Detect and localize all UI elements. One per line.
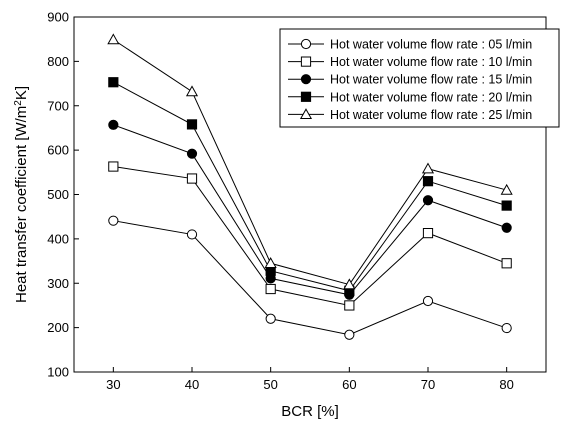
x-tick-label: 30 (106, 377, 120, 392)
y-tick-label: 200 (47, 320, 69, 335)
legend-marker (300, 91, 312, 102)
series-line (113, 39, 507, 286)
series-line (113, 81, 507, 292)
data-point (108, 215, 119, 226)
y-tick-label: 500 (47, 187, 69, 202)
data-point (344, 300, 355, 311)
y-tick-label: 100 (47, 365, 69, 380)
data-point (422, 176, 434, 187)
legend-entry: Hot water volume flow rate : 10 l/min (330, 55, 532, 69)
data-point (108, 119, 119, 130)
data-point (422, 295, 434, 307)
y-tick-label: 300 (47, 276, 69, 291)
legend-marker (300, 74, 312, 85)
data-point (108, 77, 119, 88)
data-point (343, 278, 356, 290)
y-tick-label: 800 (47, 54, 69, 69)
axes-layer: 100 200 300 400 500 600 700 800 900 30 40 50 60 70 80 (47, 10, 547, 392)
data-point (501, 222, 512, 233)
x-tick-label: 50 (263, 377, 277, 392)
legend: Hot water volume flow rate : 05 l/min Hot… (279, 28, 560, 128)
data-point (186, 148, 198, 159)
x-tick-label: 60 (342, 377, 356, 392)
y-axis-title-superscript: 2 (13, 100, 24, 106)
data-point (185, 85, 199, 97)
data-point (501, 258, 512, 269)
legend-entry: Hot water volume flow rate : 20 l/min (330, 90, 532, 104)
y-axis-title-tail: K] (13, 86, 30, 100)
series-3 (108, 119, 512, 300)
series-5 (107, 33, 513, 290)
legend-marker (299, 108, 313, 120)
legend-marker (300, 38, 312, 50)
legend-entry: Hot water volume flow rate : 25 l/min (330, 108, 532, 122)
data-point (421, 162, 435, 174)
data-point (422, 228, 434, 239)
y-axis-title-main: Heat transfer coefficient [W/m (13, 106, 30, 303)
data-point (186, 119, 198, 130)
data-point (107, 33, 120, 45)
y-tick-label: 900 (47, 10, 69, 25)
x-axis-title: BCR [%] (281, 403, 339, 420)
x-tick-label: 70 (421, 377, 435, 392)
series-1 (108, 215, 512, 340)
legend-entry: Hot water volume flow rate : 15 l/min (330, 73, 532, 87)
series-2 (108, 161, 512, 311)
series-line (113, 166, 507, 306)
y-tick-label: 600 (47, 143, 69, 158)
legend-box (279, 28, 560, 128)
data-point (108, 161, 119, 172)
y-tick-label: 400 (47, 231, 69, 246)
series-line (113, 124, 507, 296)
legend-entry: Hot water volume flow rate : 05 l/min (330, 38, 532, 52)
data-point (186, 229, 198, 240)
data-point (264, 257, 277, 268)
data-point (344, 329, 355, 340)
y-tick-label: 700 (47, 98, 69, 113)
series-line (113, 220, 507, 336)
data-point (265, 313, 276, 324)
x-tick-label: 80 (499, 377, 513, 392)
data-point (265, 283, 276, 295)
series-layer (107, 33, 513, 340)
data-point (501, 322, 512, 334)
data-point (422, 195, 434, 206)
data-point (501, 200, 512, 211)
y-axis-title: Heat transfer coefficient [W/m2K] (13, 86, 31, 303)
legend-marker (300, 56, 312, 67)
x-tick-label: 40 (185, 377, 199, 392)
data-point (186, 173, 198, 184)
data-point (500, 183, 513, 195)
